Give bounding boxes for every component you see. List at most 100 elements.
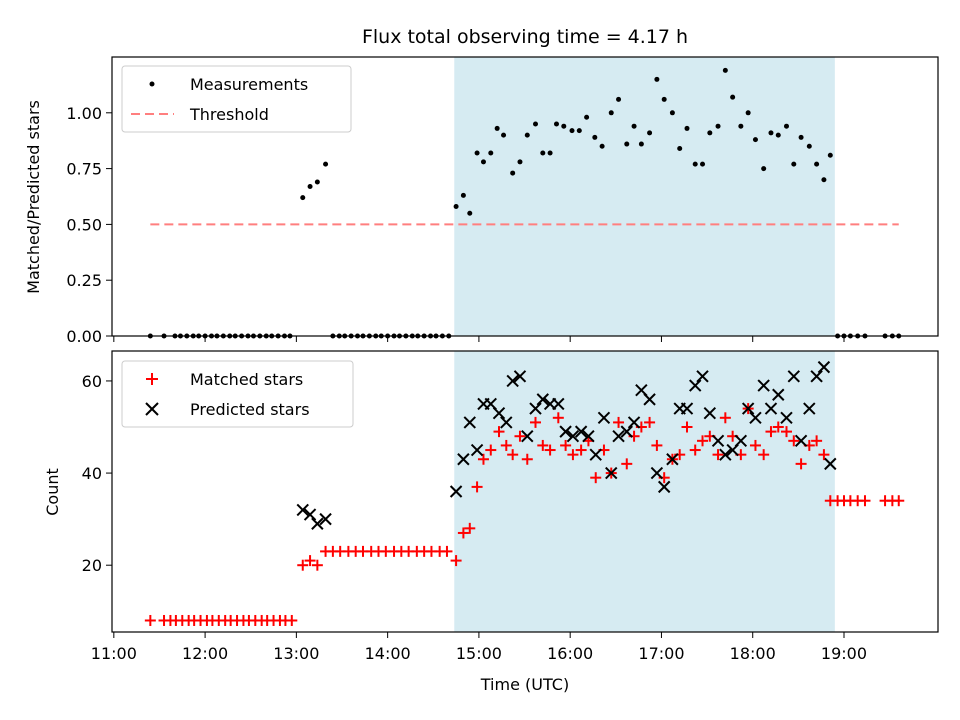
measurement-point: [821, 177, 827, 183]
measurement-point: [517, 159, 523, 165]
measurement-point: [608, 110, 614, 116]
predicted-star-stroke: [470, 443, 484, 457]
top-x-axis: [113, 336, 845, 342]
matched-star-point: [311, 559, 323, 571]
predicted-star-point: [470, 443, 484, 457]
predicted-star-stroke: [803, 402, 816, 415]
predicted-star-stroke: [794, 434, 808, 448]
matched-star-point: [575, 444, 587, 456]
measurement-point: [761, 166, 767, 172]
predicted-star-stroke: [484, 397, 497, 411]
measurement-point: [791, 161, 797, 167]
predicted-star-stroke: [711, 434, 725, 448]
predicted-star-stroke: [764, 402, 778, 415]
x-tick-label: 14:00: [365, 644, 411, 663]
measurement-point: [661, 96, 667, 102]
measurement-point: [798, 134, 804, 140]
measurement-point: [677, 146, 683, 152]
predicted-star-stroke: [810, 370, 823, 383]
predicted-star-stroke: [492, 406, 506, 420]
predicted-star-stroke: [719, 448, 732, 461]
matched-star-point: [613, 416, 625, 428]
measurement-point: [524, 132, 530, 138]
predicted-star-stroke: [627, 416, 641, 429]
bottom-plot-frame: [111, 350, 939, 633]
predicted-star-stroke: [787, 370, 800, 383]
predicted-star-point: [666, 453, 679, 466]
measurement-point: [314, 179, 320, 185]
matched-star-point: [464, 522, 476, 534]
bottom-y-tick-label: 60: [82, 372, 102, 391]
predicted-star-point: [780, 411, 793, 425]
measurement-point: [707, 130, 713, 136]
top-y-axis-label: Matched/Predicted stars: [24, 100, 43, 294]
matched-star-point: [689, 444, 701, 456]
predicted-star-stroke: [680, 402, 694, 415]
predicted-star-point: [757, 379, 770, 392]
predicted-star-stroke: [574, 425, 588, 438]
measurement-point: [616, 96, 622, 102]
predicted-star-stroke: [780, 411, 793, 425]
top-y-tick-label: 1.00: [66, 104, 102, 123]
measurement-point: [453, 204, 459, 210]
predicted-star-stroke: [703, 406, 717, 420]
x-tick-label: 12:00: [182, 644, 228, 663]
x-tick-label: 18:00: [730, 644, 776, 663]
predicted-star-point: [824, 457, 837, 471]
matched-stars-points: [144, 403, 905, 626]
measurement-point: [460, 192, 466, 198]
measurement-point: [814, 161, 820, 167]
predicted-star-point: [719, 448, 732, 461]
predicted-star-stroke: [500, 416, 513, 429]
predicted-star-point: [764, 402, 778, 415]
matched-star-point: [521, 453, 533, 465]
top-legend-box: [121, 65, 352, 133]
predicted-star-stroke: [824, 457, 837, 471]
measurement-point: [684, 125, 690, 131]
top-highlight-band: [454, 57, 835, 336]
predicted-star-point: [734, 434, 748, 448]
predicted-star-point: [643, 393, 656, 406]
predicted-star-stroke: [597, 411, 611, 425]
x-tick-label: 19:00: [821, 644, 867, 663]
measurement-point: [700, 161, 706, 167]
matched-star-point: [758, 449, 770, 461]
predicted-star-stroke: [536, 393, 550, 406]
predicted-star-stroke: [734, 434, 748, 448]
predicted-star-point: [680, 402, 694, 415]
matched-star-point: [500, 439, 512, 451]
predicted-star-point: [513, 370, 527, 383]
predicted-star-point: [749, 411, 762, 425]
predicted-star-point: [506, 374, 519, 388]
predicted-star-stroke: [620, 425, 633, 438]
predicted-star-stroke: [311, 517, 324, 530]
predicted-star-stroke: [566, 430, 580, 443]
measurement-point: [532, 121, 538, 127]
measurement-point: [467, 210, 473, 216]
predicted-star-point: [787, 370, 800, 383]
measurement-point: [553, 121, 559, 127]
measurement-point: [827, 152, 833, 158]
predicted-star-stroke: [589, 448, 602, 461]
x-tick-label: 13:00: [273, 644, 319, 663]
predicted-star-stroke: [666, 453, 679, 466]
predicted-star-stroke: [817, 360, 831, 374]
measurement-point: [654, 76, 660, 82]
legend-predicted-label: Predicted stars: [190, 400, 310, 419]
measurement-point: [307, 183, 313, 189]
predicted-star-stroke: [296, 503, 309, 517]
matched-star-point: [552, 412, 564, 424]
matched-star-point: [765, 426, 777, 438]
measurement-point: [540, 150, 546, 156]
predicted-star-stroke: [559, 425, 572, 438]
top-y-tick-label: 0.25: [66, 271, 102, 290]
matched-star-point: [507, 449, 519, 461]
predicted-star-point: [620, 425, 633, 438]
matched-star-point: [567, 449, 579, 461]
bottom-panel: 20 40 60 11:00 12:00 13:00 14:00 15:00 16:00 17:…: [43, 350, 939, 694]
predicted-star-stroke: [463, 416, 476, 429]
measurement-point: [501, 132, 507, 138]
predicted-star-point: [689, 379, 702, 392]
measurement-point: [783, 123, 789, 129]
legend-matched-marker: [146, 373, 158, 385]
